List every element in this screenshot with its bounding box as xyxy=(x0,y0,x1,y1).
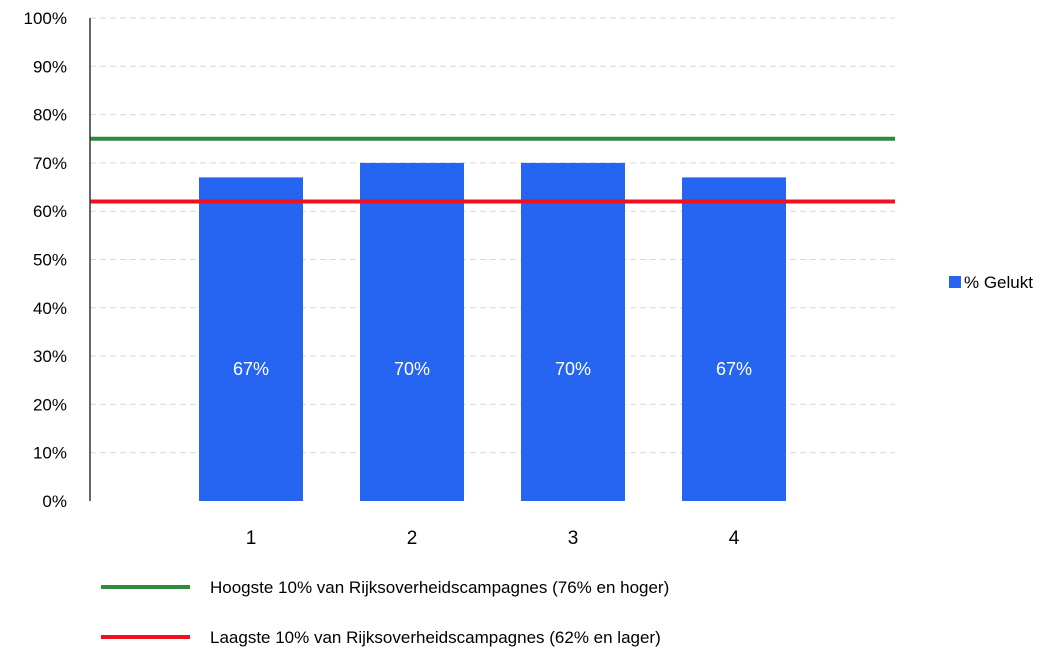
bar xyxy=(360,162,464,501)
legend-label: % Gelukt xyxy=(964,273,1033,292)
legend-label: Hoogste 10% van Rijksoverheidscampagnes … xyxy=(210,578,669,597)
x-tick-label: 2 xyxy=(407,528,418,549)
x-axis-ticks: 1 2 3 4 xyxy=(246,528,740,549)
reference-legend: Hoogste 10% van Rijksoverheidscampagnes … xyxy=(101,578,669,647)
y-tick-label: 70% xyxy=(33,154,67,173)
y-tick-label: 100% xyxy=(24,9,67,28)
y-tick-label: 30% xyxy=(33,347,67,366)
y-tick-label: 40% xyxy=(33,299,67,318)
series-legend: % Gelukt xyxy=(949,273,1033,292)
y-tick-label: 20% xyxy=(33,395,67,414)
legend-label: Laagste 10% van Rijksoverheidscampagnes … xyxy=(210,628,661,647)
y-axis-ticks: 0% 10% 20% 30% 40% 50% 60% 70% 80% 90% 100% xyxy=(24,9,67,511)
reference-lines xyxy=(90,136,895,204)
bar xyxy=(682,177,786,501)
bar xyxy=(199,177,303,501)
y-tick-label: 50% xyxy=(33,251,67,270)
y-tick-label: 0% xyxy=(42,492,67,511)
legend-swatch xyxy=(949,276,961,288)
bar-value-label: 67% xyxy=(233,359,269,379)
x-tick-label: 4 xyxy=(729,528,740,549)
bars: 67% 70% 70% 67% xyxy=(199,162,786,501)
bar-value-label: 70% xyxy=(394,359,430,379)
bar-value-label: 67% xyxy=(716,359,752,379)
y-tick-label: 90% xyxy=(33,57,67,76)
x-tick-label: 3 xyxy=(568,528,579,549)
y-tick-label: 10% xyxy=(33,444,67,463)
x-tick-label: 1 xyxy=(246,528,257,549)
bar-value-label: 70% xyxy=(555,359,591,379)
bar xyxy=(521,162,625,501)
y-tick-label: 80% xyxy=(33,106,67,125)
y-tick-label: 60% xyxy=(33,202,67,221)
